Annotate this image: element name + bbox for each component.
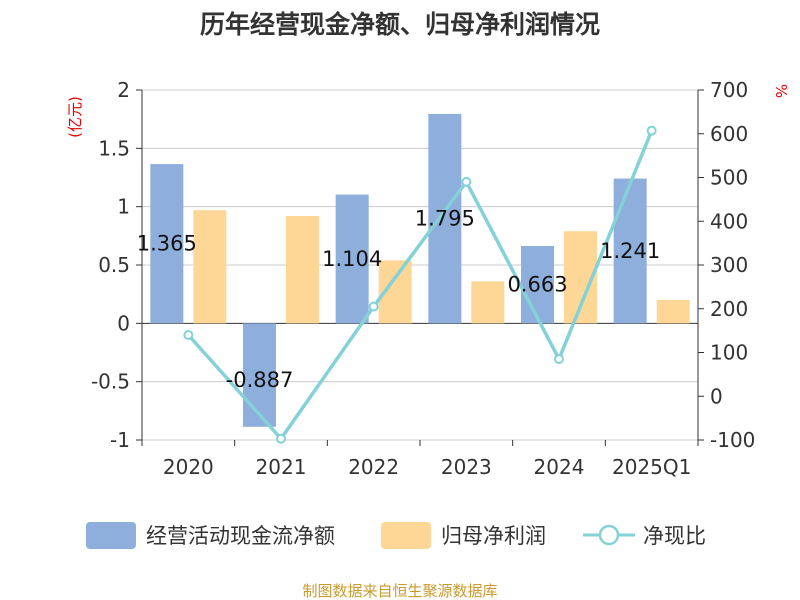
ratio-point	[276, 433, 286, 444]
x-tick-label: 2022	[348, 455, 399, 479]
chart-title: 历年经营现金净额、归母净利润情况	[200, 10, 600, 39]
ratio-point	[554, 354, 564, 365]
legend-swatch	[381, 522, 431, 549]
ratio-line-path	[187, 130, 654, 442]
right-tick-label: 700	[710, 78, 748, 102]
left-tick-label: 2	[117, 78, 130, 102]
cashflow-data-label: 0.663	[507, 273, 567, 297]
cashflow-bar	[428, 113, 462, 324]
legend-label: 经营活动现金流净额	[146, 524, 335, 548]
x-tick-label: 2020	[163, 455, 214, 479]
ratio-line	[183, 125, 657, 444]
cashflow-bar	[335, 194, 369, 324]
left-axis-unit: (亿元)	[66, 96, 84, 138]
x-tick-label: 2024	[534, 455, 585, 479]
cashflow-bar	[243, 323, 276, 427]
net-profit-bar	[471, 281, 505, 324]
ratio-point	[368, 301, 379, 312]
right-tick-label: 500	[710, 166, 748, 190]
ratio-point	[646, 125, 657, 136]
right-tick-label: -100	[710, 428, 755, 452]
cashflow-bar	[150, 164, 184, 324]
legend: 经营活动现金流净额 归母净利润 净现比	[86, 522, 706, 549]
ratio-point	[461, 176, 472, 187]
legend-label: 归母净利润	[441, 524, 546, 548]
right-axis-unit: %	[772, 84, 790, 98]
ratio-point	[183, 330, 194, 340]
legend-cashflow: 经营活动现金流净额	[86, 522, 335, 549]
left-tick-label: -0.5	[91, 370, 130, 394]
left-tick-label: -1	[110, 428, 130, 452]
net-profit-bar	[286, 216, 319, 324]
legend-swatch	[86, 522, 136, 549]
right-tick-label: 300	[710, 253, 748, 277]
cashflow-data-label: -0.887	[226, 368, 294, 392]
x-tick-label: 2021	[256, 455, 307, 479]
right-tick-label: 200	[710, 297, 748, 321]
x-tick-label: 2023	[441, 455, 492, 479]
right-tick-label: 400	[710, 209, 748, 233]
cashflow-data-label: 1.795	[415, 207, 475, 231]
left-tick-label: 1.5	[98, 136, 130, 160]
cashflow-data-label: 1.365	[137, 232, 197, 256]
legend-ratio: 净现比	[583, 524, 706, 548]
right-tick-label: 600	[710, 122, 748, 146]
cashflow-bar	[521, 245, 554, 324]
left-tick-label: 0	[117, 311, 130, 335]
cashflow-data-label: 1.104	[322, 247, 382, 271]
data-labels: 1.365 -0.887 1.104 1.795 0.663 1.241	[137, 207, 660, 393]
net-profit-bar	[193, 210, 227, 324]
left-tick-label: 1	[117, 195, 130, 219]
net-profit-bar	[656, 300, 690, 324]
cashflow-data-label: 1.241	[600, 239, 660, 263]
axes: -1 -0.5 0 0.5 1 1.5 2 -100 0 100 200 300 400 500 600 70…	[91, 78, 755, 479]
gridlines	[142, 89, 698, 441]
right-tick-label: 100	[710, 341, 748, 365]
cashflow-bar	[613, 178, 647, 324]
source-note: 制图数据来自恒生聚源数据库	[302, 582, 497, 600]
left-tick-label: 0.5	[98, 253, 130, 277]
legend-net-profit: 归母净利润	[381, 522, 546, 549]
x-tick-label: 2025Q1	[612, 455, 691, 479]
legend-marker	[598, 524, 620, 546]
legend-label: 净现比	[643, 524, 706, 548]
right-tick-label: 0	[710, 384, 723, 408]
